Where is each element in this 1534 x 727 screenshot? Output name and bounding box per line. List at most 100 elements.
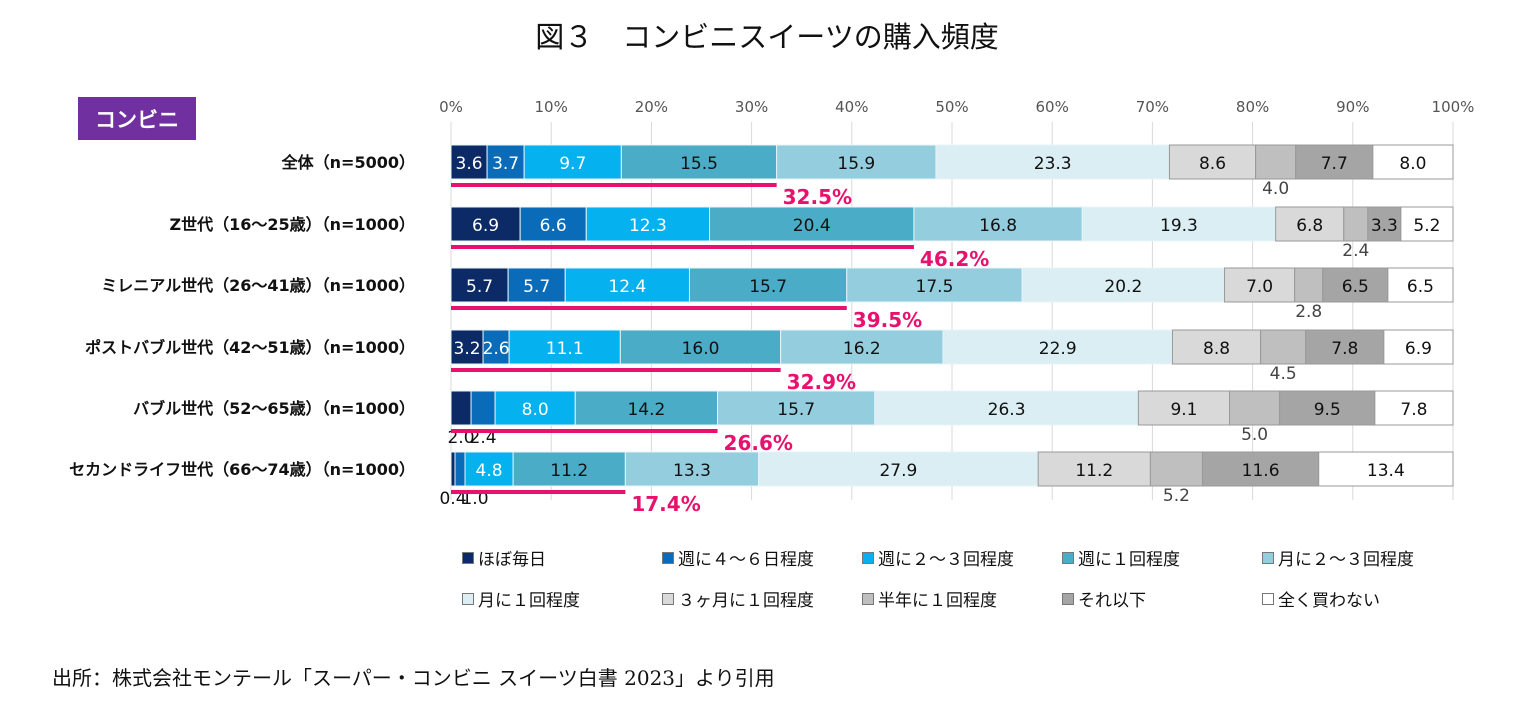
category-label: ポストバブル世代（42～51歳）（n=1000） (85, 338, 415, 357)
legend-item: ほぼ毎日 (462, 545, 546, 570)
bar-segment (512, 451, 626, 487)
data-label: 2.4 (1342, 241, 1369, 261)
legend-label: ３ヶ月に１回程度 (678, 591, 814, 611)
bar-segment (519, 206, 587, 242)
bar-segment (688, 267, 848, 303)
legend-item: それ以下 (1062, 586, 1146, 611)
legend-swatch (462, 592, 474, 605)
data-label: 3.6 (456, 154, 483, 174)
bar-segment (942, 329, 1173, 365)
data-label: 4.0 (1262, 179, 1289, 199)
legend-label: 月に１回程度 (478, 591, 580, 611)
legend-item: 半年に１回程度 (862, 586, 997, 611)
legend-label: ほぼ毎日 (478, 550, 546, 570)
data-label: 8.0 (1399, 154, 1426, 174)
bar-segment (1318, 451, 1454, 487)
bar-segment (486, 144, 525, 180)
category-label: セカンドライフ世代（66～74歳）（n=1000） (69, 460, 415, 479)
chart-title: 図３ コンビニスイーツの購入頻度 (535, 20, 999, 54)
data-label: 7.8 (1331, 339, 1358, 359)
data-label: 23.3 (1034, 154, 1072, 174)
legend-label: それ以下 (1078, 591, 1146, 611)
data-label: 8.8 (1203, 339, 1230, 359)
bar-segment (1387, 267, 1454, 303)
data-label: 9.5 (1314, 400, 1341, 420)
category-label: ミレニアル世代（26～41歳）（n=1000） (101, 276, 415, 295)
x-tick-label: 70% (1136, 98, 1169, 116)
bar-segment (523, 144, 622, 180)
legend-item: ３ヶ月に１回程度 (662, 586, 814, 611)
bar-segment (450, 451, 456, 487)
legend-item: 週に２～３回程度 (862, 545, 1014, 570)
data-label: 6.9 (472, 216, 499, 236)
bar-segment (935, 144, 1170, 180)
data-label: 6.5 (1407, 277, 1434, 297)
bar-segment (1137, 390, 1231, 426)
data-label: 2.8 (1295, 302, 1322, 322)
bar-segment (464, 451, 514, 487)
legend-swatch (662, 551, 674, 564)
bar-segment (846, 267, 1023, 303)
bar-segment (450, 390, 472, 426)
bar-segment (482, 329, 510, 365)
bar-segment (1294, 267, 1324, 303)
x-tick-label: 80% (1236, 98, 1269, 116)
data-label: 20.2 (1104, 277, 1142, 297)
bar-segment (1322, 267, 1389, 303)
legend-swatch (862, 592, 874, 605)
convenience-store-badge: コンビニ (78, 97, 196, 140)
data-label: 6.8 (1296, 216, 1323, 236)
x-tick-label: 10% (535, 98, 568, 116)
weekly-total-line (451, 429, 718, 433)
legend-label: 半年に１回程度 (878, 591, 997, 611)
data-label: 7.0 (1246, 277, 1273, 297)
data-label: 4.8 (476, 461, 503, 481)
bar-segment (1343, 206, 1369, 242)
bar-segment (717, 390, 876, 426)
weekly-total-line (451, 306, 847, 310)
legend-item: 週に４～６日程度 (662, 545, 814, 570)
x-tick-label: 40% (835, 98, 868, 116)
legend-item: 週に１回程度 (1062, 545, 1180, 570)
bar-segment (624, 451, 760, 487)
legend-swatch (1062, 592, 1074, 605)
data-label: 5.7 (523, 277, 550, 297)
weekly-total-label: 17.4% (631, 492, 700, 516)
data-label: 4.5 (1270, 364, 1297, 384)
x-tick-label: 0% (439, 98, 463, 116)
data-label: 26.3 (988, 400, 1026, 420)
weekly-total-label: 32.9% (787, 370, 856, 394)
weekly-total-line (451, 368, 781, 372)
data-label: 5.2 (1413, 216, 1440, 236)
bar-segment (450, 206, 521, 242)
data-label: 22.9 (1039, 339, 1077, 359)
data-label: 8.6 (1199, 154, 1226, 174)
legend-item: 全く買わない (1262, 586, 1380, 611)
bar-segment (1275, 206, 1345, 242)
data-label: 14.2 (627, 400, 665, 420)
category-label: 全体（n=5000） (281, 153, 415, 172)
data-label: 13.3 (673, 461, 711, 481)
data-label: 12.4 (608, 277, 646, 297)
data-label: 16.0 (682, 339, 720, 359)
bar-segment (1374, 390, 1454, 426)
x-tick-label: 50% (935, 98, 968, 116)
data-label: 19.3 (1160, 216, 1198, 236)
bar-segment (758, 451, 1039, 487)
data-label: 5.7 (466, 277, 493, 297)
data-label: 8.0 (522, 400, 549, 420)
bar-segment (1279, 390, 1376, 426)
legend-swatch (462, 551, 474, 564)
bar-segment (1171, 329, 1262, 365)
data-label: 11.2 (1075, 461, 1113, 481)
data-label: 16.2 (843, 339, 881, 359)
bar-segment (1367, 206, 1402, 242)
legend-label: 週に４～６日程度 (678, 550, 814, 570)
weekly-total-label: 46.2% (920, 247, 989, 271)
data-label: 6.5 (1342, 277, 1369, 297)
data-label: 13.4 (1367, 461, 1405, 481)
bar-segment (450, 144, 488, 180)
data-label: 15.5 (680, 154, 718, 174)
bar-segment (1255, 144, 1297, 180)
bar-segment (1202, 451, 1320, 487)
